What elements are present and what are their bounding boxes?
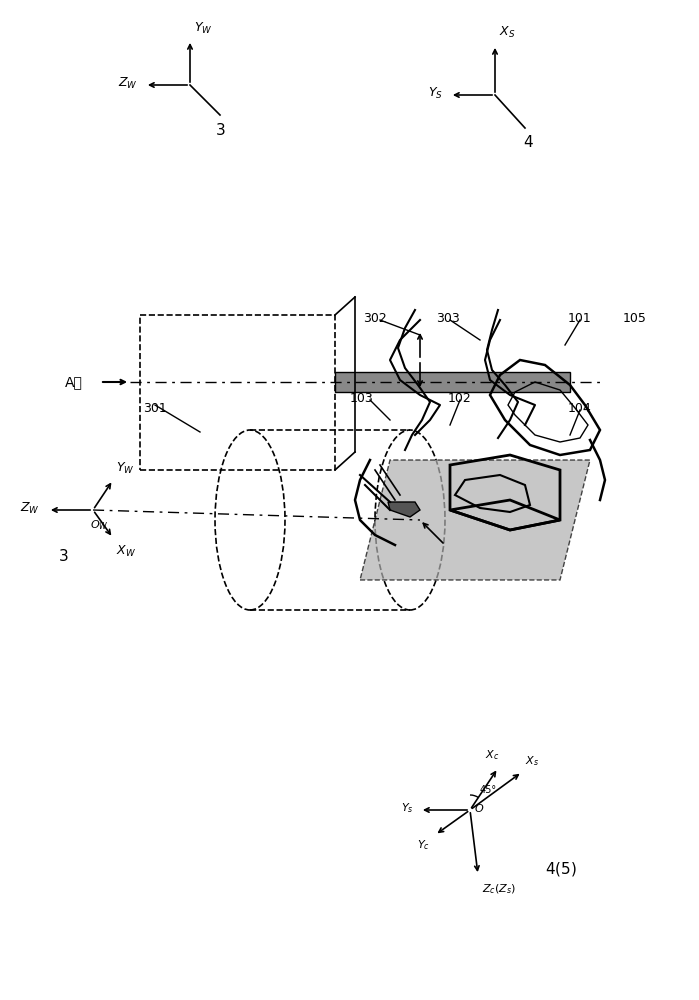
Text: $Y_S$: $Y_S$ bbox=[428, 85, 443, 101]
Text: $Z_W$: $Z_W$ bbox=[118, 75, 138, 91]
Text: 105: 105 bbox=[623, 312, 647, 325]
Polygon shape bbox=[360, 460, 590, 580]
Polygon shape bbox=[388, 502, 420, 517]
Text: $Y_c$: $Y_c$ bbox=[417, 838, 430, 852]
Text: $3$: $3$ bbox=[58, 548, 69, 564]
Text: 101: 101 bbox=[568, 312, 592, 325]
Text: $Z_c(Z_s)$: $Z_c(Z_s)$ bbox=[482, 882, 516, 896]
Text: $X_c$: $X_c$ bbox=[485, 748, 499, 762]
Text: A向: A向 bbox=[65, 375, 83, 389]
Text: 102: 102 bbox=[448, 392, 472, 405]
Text: $3$: $3$ bbox=[215, 122, 225, 138]
Text: $Y_W$: $Y_W$ bbox=[194, 21, 212, 36]
Text: 302: 302 bbox=[363, 312, 387, 325]
Text: 45°: 45° bbox=[480, 785, 497, 795]
Text: $4(5)$: $4(5)$ bbox=[545, 860, 577, 878]
Text: 104: 104 bbox=[568, 402, 592, 415]
Text: $X_S$: $X_S$ bbox=[499, 25, 515, 40]
Text: $X_W$: $X_W$ bbox=[116, 544, 136, 559]
Text: $X_s$: $X_s$ bbox=[525, 754, 539, 768]
Text: $O_W$: $O_W$ bbox=[90, 518, 108, 532]
Text: 301: 301 bbox=[143, 402, 167, 415]
Text: $O$: $O$ bbox=[474, 802, 484, 814]
Text: $4$: $4$ bbox=[523, 134, 533, 150]
Text: 303: 303 bbox=[436, 312, 460, 325]
Bar bbox=[335, 372, 570, 392]
Text: $Y_s$: $Y_s$ bbox=[401, 801, 414, 815]
Text: 103: 103 bbox=[350, 392, 374, 405]
Text: $Z_W$: $Z_W$ bbox=[20, 500, 40, 516]
Text: $Y_W$: $Y_W$ bbox=[116, 461, 134, 476]
